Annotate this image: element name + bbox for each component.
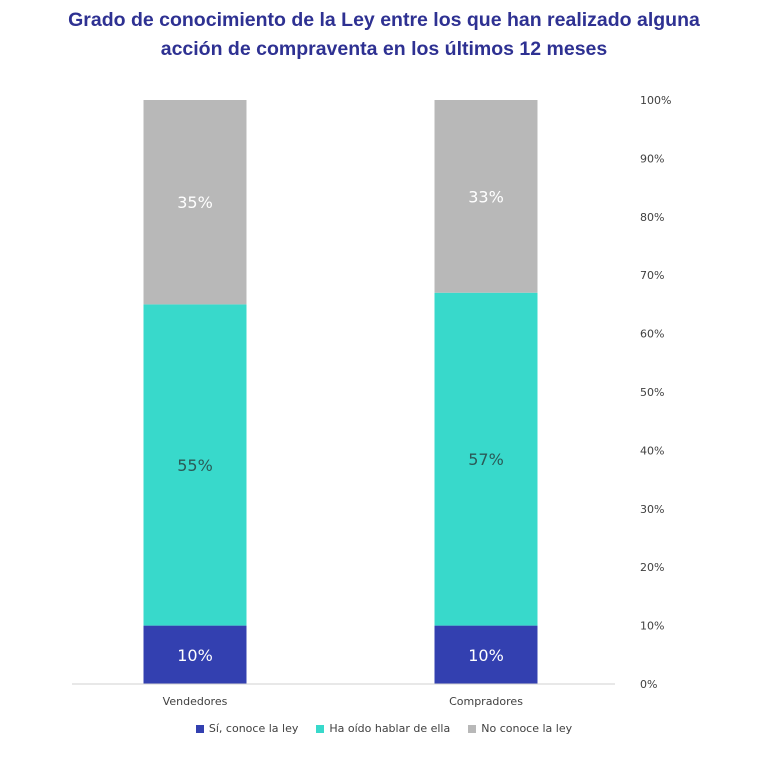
chart-title-line-2: acción de compraventa en los últimos 12 … [160, 38, 608, 60]
y-tick-label: 70% [640, 269, 664, 282]
y-tick-label: 60% [640, 328, 664, 341]
legend-label: Sí, conoce la ley [208, 722, 299, 735]
bar-segment [143, 100, 247, 305]
x-tick-label: Vendedores [163, 695, 228, 708]
bar-segment [143, 304, 247, 626]
y-tick-label: 0% [640, 678, 657, 691]
y-tick-label: 20% [640, 561, 664, 574]
data-label: 10% [468, 646, 504, 665]
data-label: 55% [177, 456, 213, 475]
x-tick-label: Compradores [449, 695, 523, 708]
chart-title-line-1: Grado de conocimiento de la Ley entre lo… [68, 9, 700, 31]
y-tick-label: 10% [640, 620, 664, 633]
data-label: 57% [468, 450, 504, 469]
legend-item-no-conoce: No conoce la ley [468, 722, 572, 735]
legend-label: No conoce la ley [481, 722, 573, 735]
y-tick-label: 80% [640, 211, 664, 224]
chart-title: Grado de conocimiento de la Ley entre lo… [0, 6, 768, 64]
bar-segment [434, 625, 538, 684]
legend-label: Ha oído hablar de ella [329, 722, 451, 735]
y-tick-label: 100% [640, 94, 671, 107]
legend-swatch [316, 724, 325, 733]
legend-swatch [195, 724, 204, 733]
data-label: 10% [177, 646, 213, 665]
bar-segment [143, 625, 247, 684]
bar-segment [434, 100, 538, 293]
y-tick-label: 90% [640, 152, 664, 165]
bar-segment [434, 292, 538, 626]
legend-item-ha-oido: Ha oído hablar de ella [316, 722, 450, 735]
y-tick-label: 40% [640, 444, 664, 457]
data-label: 33% [468, 187, 504, 206]
legend-item-si-conoce: Sí, conoce la ley [195, 722, 299, 735]
chart-legend: Sí, conoce la ley Ha oído hablar de ella… [0, 722, 768, 735]
y-tick-label: 50% [640, 386, 664, 399]
y-tick-label: 30% [640, 503, 664, 516]
data-label: 35% [177, 193, 213, 212]
legend-swatch [468, 724, 477, 733]
